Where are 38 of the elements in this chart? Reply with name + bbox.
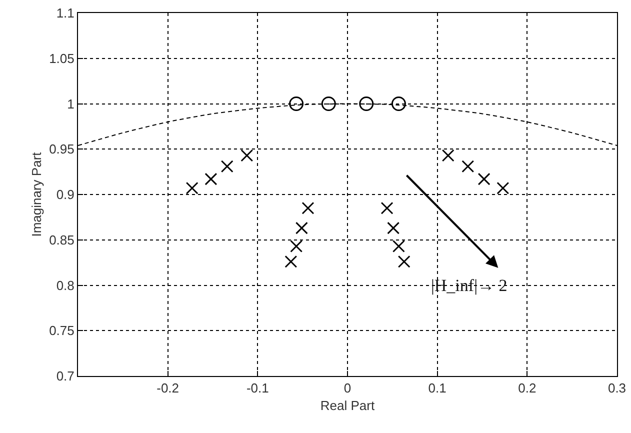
point (380, 202, 394, 214)
point (240, 149, 254, 162)
point (387, 222, 400, 234)
point (462, 160, 474, 173)
point (289, 96, 304, 111)
x-tick-label: -0.2 (156, 380, 180, 396)
x-axis-title: Real Part (320, 398, 375, 414)
y-tick-label: 0.75 (49, 323, 74, 338)
point (302, 202, 314, 214)
y-tick-label: 0.7 (56, 368, 74, 384)
point (220, 160, 234, 173)
point (478, 172, 490, 186)
point (186, 182, 198, 194)
x-tick-label: -0.1 (246, 380, 269, 396)
y-tick-label: 0.85 (49, 232, 74, 248)
x-tick-label: 0.1 (428, 380, 446, 396)
y-tick-label: 1.05 (49, 50, 74, 66)
x-tick-label: 0 (344, 380, 352, 396)
x-tick-label: 0.3 (608, 380, 626, 396)
point (496, 182, 510, 194)
y-tick-label: 0.95 (49, 142, 74, 157)
y-axis-title: Imaginary Part (29, 152, 44, 237)
y-tick-label: 1.1 (56, 6, 74, 21)
point (442, 149, 454, 162)
point (392, 240, 405, 252)
point (359, 96, 374, 111)
point (398, 255, 410, 268)
point (204, 172, 218, 186)
point (284, 255, 298, 268)
point (321, 96, 336, 111)
point (290, 240, 303, 252)
y-tick-label: 1 (67, 96, 74, 112)
y-tick-label: 0.8 (56, 278, 74, 293)
annotation: |H_inf|→ 2 (431, 276, 508, 295)
x-tick-label: 0.2 (518, 380, 536, 396)
point (295, 222, 308, 234)
y-tick-label: 0.9 (56, 187, 74, 202)
point (391, 96, 406, 111)
